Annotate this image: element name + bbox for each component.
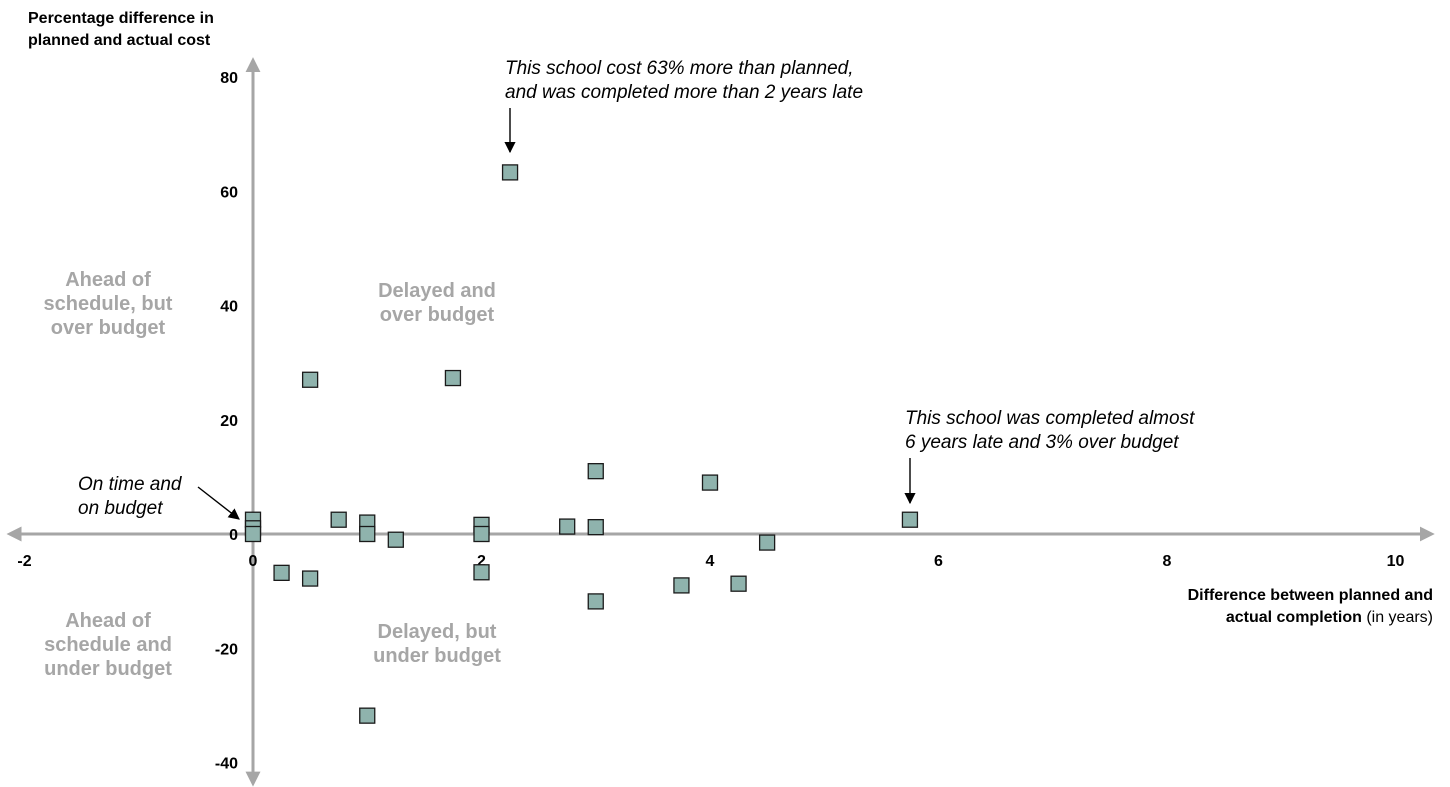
points-layer bbox=[244, 164, 919, 724]
quadrant-label-delayed-under: under budget bbox=[373, 645, 501, 667]
x-axis-title: Difference between planned and bbox=[1188, 587, 1433, 604]
data-point bbox=[444, 369, 462, 387]
quadrant-label-delayed-over: over budget bbox=[380, 304, 495, 326]
data-point bbox=[901, 511, 919, 528]
quadrant-label-ahead-under: under budget bbox=[44, 658, 172, 680]
quadrant-label-ahead-under: Ahead of bbox=[65, 610, 151, 632]
x-tick-label: 0 bbox=[249, 553, 258, 570]
data-point bbox=[473, 564, 490, 581]
y-tick-label: 60 bbox=[220, 184, 238, 201]
y-tick-label: 40 bbox=[220, 299, 238, 316]
y-tick-label: 20 bbox=[220, 413, 238, 430]
data-point bbox=[587, 518, 604, 536]
annotation-arrow-on-time bbox=[197, 486, 240, 520]
x-tick-label: 6 bbox=[934, 553, 943, 570]
x-tick-label: 2 bbox=[477, 553, 486, 570]
data-point bbox=[758, 534, 776, 551]
data-point bbox=[501, 164, 519, 181]
quadrant-label-delayed-under: Delayed, but bbox=[378, 621, 497, 643]
data-point bbox=[587, 593, 604, 610]
x-tick-label: 10 bbox=[1387, 553, 1405, 570]
y-tick-label: -40 bbox=[215, 756, 238, 773]
data-point bbox=[587, 463, 604, 480]
y-tick-label: 0 bbox=[229, 527, 238, 544]
annotation-cost-63: This school cost 63% more than planned, bbox=[505, 58, 854, 79]
annotation-layer: This school cost 63% more than planned, a… bbox=[78, 58, 1195, 520]
data-point bbox=[301, 371, 319, 388]
data-point bbox=[244, 525, 262, 543]
data-point bbox=[359, 525, 376, 543]
x-tick-label: 4 bbox=[706, 553, 715, 570]
quadrant-label-delayed-over: Delayed and bbox=[378, 280, 496, 302]
quadrant-label-ahead-over: schedule, but bbox=[44, 293, 173, 315]
data-point bbox=[387, 531, 404, 548]
annotation-late-6: 6 years late and 3% over budget bbox=[905, 432, 1179, 453]
y-tick-label: -20 bbox=[215, 641, 238, 658]
y-axis-title: Percentage difference in bbox=[28, 10, 214, 27]
annotation-on-time: On time and bbox=[78, 474, 183, 495]
annotation-cost-63: and was completed more than 2 years late bbox=[505, 82, 863, 103]
x-axis-title: actual completion (in years) bbox=[1226, 609, 1433, 626]
data-point bbox=[473, 525, 490, 543]
annotation-late-6: This school was completed almost bbox=[905, 408, 1195, 429]
x-tick-label: -2 bbox=[17, 553, 31, 570]
data-point bbox=[559, 518, 576, 535]
data-point bbox=[330, 511, 347, 528]
data-point bbox=[301, 570, 319, 587]
y-tick-label: 80 bbox=[220, 70, 238, 87]
data-point bbox=[730, 575, 747, 592]
data-point bbox=[673, 577, 690, 594]
y-axis-title: planned and actual cost bbox=[28, 32, 211, 49]
data-point bbox=[273, 564, 290, 581]
quadrant-label-ahead-over: over budget bbox=[51, 317, 166, 339]
quadrant-label-ahead-over: Ahead of bbox=[65, 269, 151, 291]
x-tick-label: 8 bbox=[1163, 553, 1172, 570]
quadrant-label-ahead-under: schedule and bbox=[44, 634, 172, 656]
annotation-on-time: on budget bbox=[78, 498, 163, 519]
data-point bbox=[359, 707, 376, 724]
data-point bbox=[701, 474, 719, 491]
